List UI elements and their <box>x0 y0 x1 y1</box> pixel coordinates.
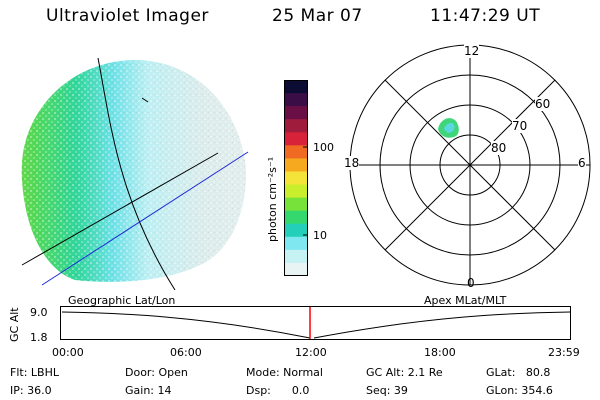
colorbar-swatch <box>284 119 308 133</box>
colorbar-swatch <box>284 80 308 94</box>
info-ip: IP: 36.0 <box>10 384 52 397</box>
timeline-y-tick-top: 9.0 <box>30 306 48 319</box>
colorbar-tick-100: 100 <box>313 141 334 154</box>
timeline-x-tick-0000: 00:00 <box>52 346 84 359</box>
timeline-left-title: Geographic Lat/Lon <box>68 294 176 307</box>
info-door: Door: Open <box>125 366 188 379</box>
mlat-label-70: 70 <box>512 119 528 133</box>
latitude-line <box>21 152 219 266</box>
info-glon: GLon: 354.6 <box>486 384 553 397</box>
colorbar <box>284 80 308 276</box>
info-seq: Seq: 39 <box>366 384 408 397</box>
info-dsp: Dsp: 0.0 <box>246 384 310 397</box>
mlat-label-80: 80 <box>491 141 507 155</box>
timeline-x-tick-1200: 12:00 <box>295 346 327 359</box>
timeline-right-title: Apex MLat/MLT <box>424 294 507 307</box>
colorbar-swatch <box>284 262 308 276</box>
colorbar-swatch <box>284 210 308 225</box>
info-gain: Gain: 14 <box>125 384 172 397</box>
colorbar-swatch <box>284 171 308 186</box>
timeline-y-tick-bottom: 1.8 <box>30 331 48 344</box>
longitude-line <box>97 57 176 290</box>
colorbar-swatch <box>284 249 308 264</box>
mlt-label-0: 0 <box>467 276 475 290</box>
mlat-label-60: 60 <box>535 97 551 111</box>
image-date: 25 Mar 07 <box>272 6 363 26</box>
instrument-title: Ultraviolet Imager <box>46 6 209 26</box>
info-mode: Mode: Normal <box>246 366 323 379</box>
colorbar-swatch <box>284 197 308 212</box>
colorbar-swatch <box>284 223 308 238</box>
timeline-x-tick-0600: 06:00 <box>170 346 202 359</box>
mlt-label-12: 12 <box>464 44 480 58</box>
timeline-x-tick-1800: 18:00 <box>424 346 456 359</box>
polar-plot <box>349 44 591 286</box>
mlt-label-18: 18 <box>344 156 360 170</box>
colorbar-swatch <box>284 158 308 172</box>
mlt-label-6: 6 <box>578 156 586 170</box>
colorbar-unit-label: photon cm⁻²s⁻¹ <box>266 156 279 242</box>
timeline-x-tick-2359: 23:59 <box>548 346 580 359</box>
colorbar-tick-10: 10 <box>313 229 327 242</box>
colorbar-swatch <box>284 93 308 107</box>
info-glat: GLat: 80.8 <box>486 366 551 379</box>
info-filter: Flt: LBHL <box>10 366 59 379</box>
colorbar-swatch <box>284 106 308 120</box>
polar-diagonal-2 <box>384 79 556 251</box>
colorbar-swatch <box>284 132 308 146</box>
terminator-line <box>41 151 249 286</box>
earth-image-panel <box>21 57 249 290</box>
altitude-timeline <box>60 306 571 340</box>
altitude-curve <box>61 311 571 339</box>
colorbar-swatch <box>284 184 308 199</box>
auroral-emission-image <box>21 60 246 282</box>
timeline-y-label: GC Alt <box>8 307 21 342</box>
polar-aurora-core <box>444 122 455 133</box>
image-tick-mark <box>141 97 149 103</box>
info-gc-alt: GC Alt: 2.1 Re <box>366 366 443 379</box>
colorbar-swatch <box>284 236 308 251</box>
colorbar-swatch <box>284 145 308 159</box>
image-time: 11:47:29 UT <box>430 6 541 26</box>
